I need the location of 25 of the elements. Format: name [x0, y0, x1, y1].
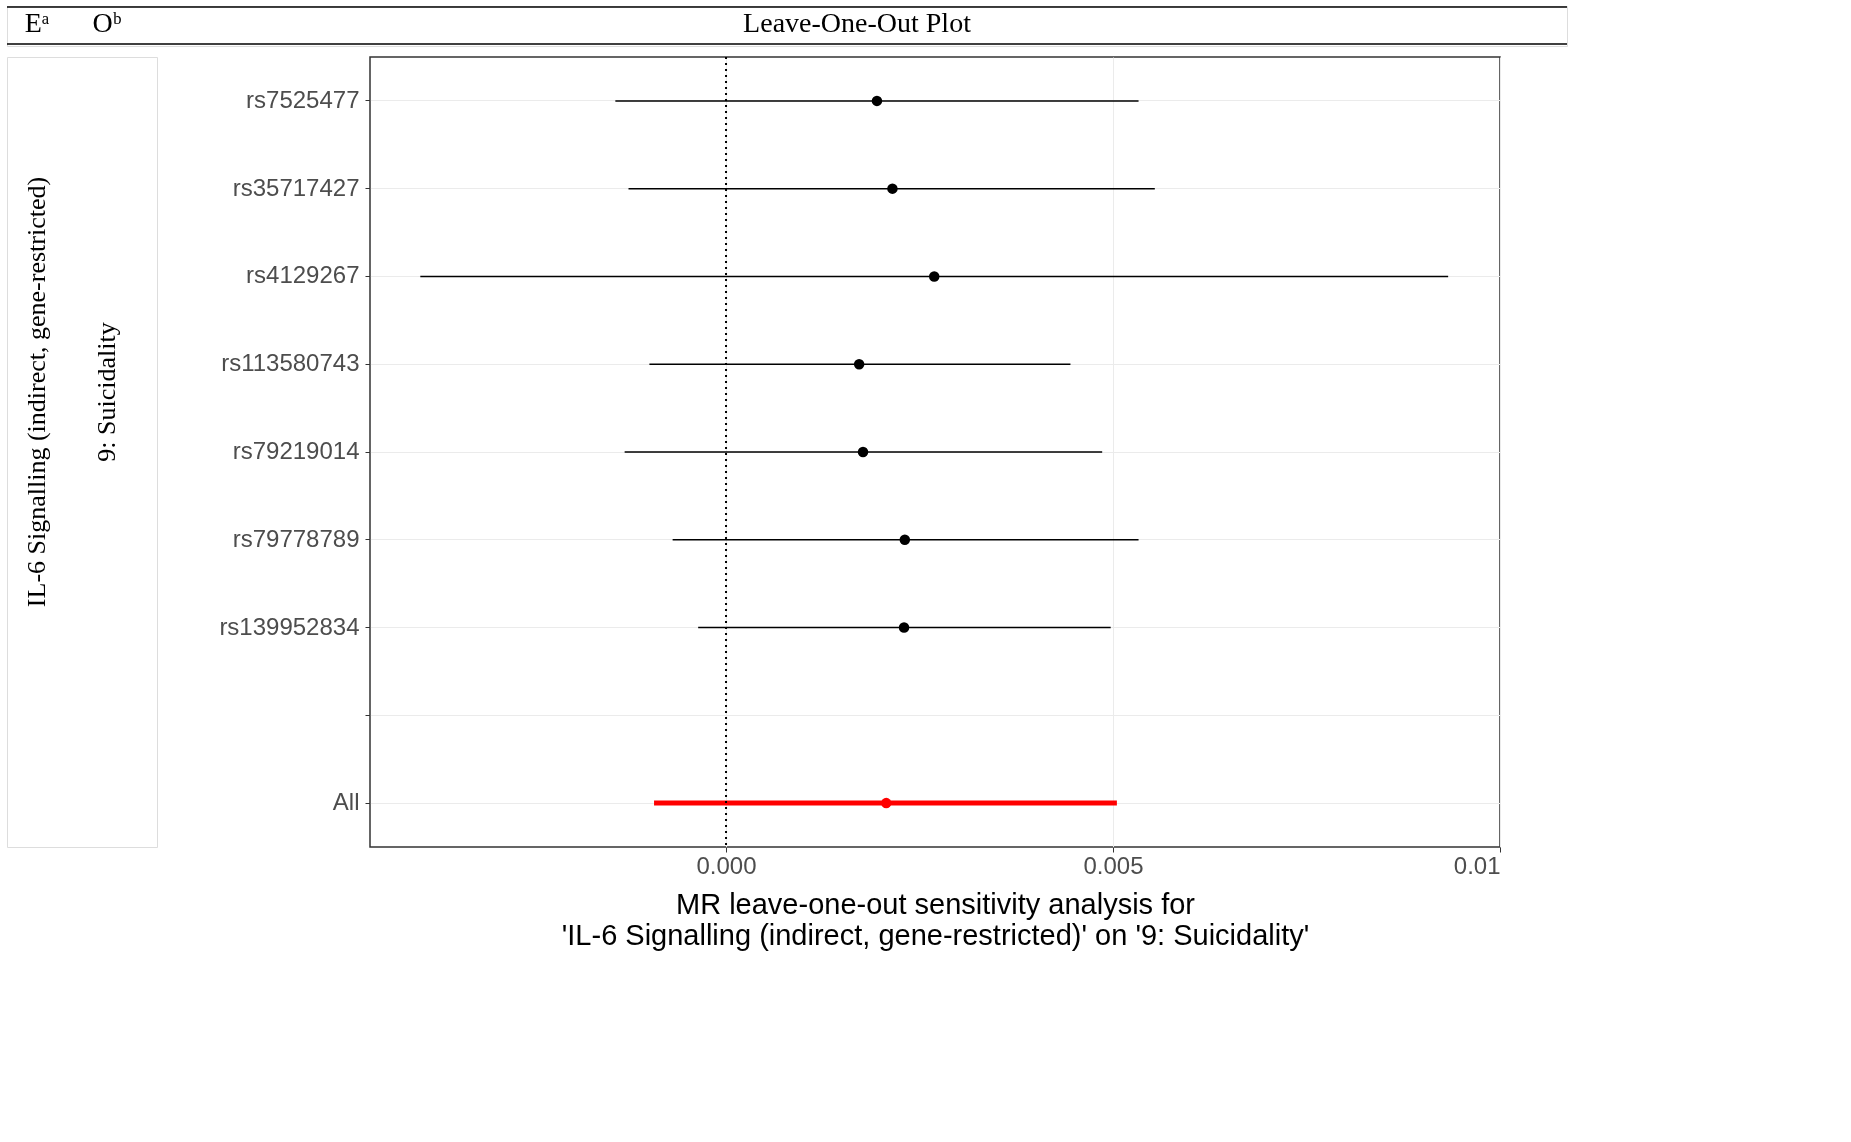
y-tick-label: rs7525477 — [246, 85, 360, 113]
point — [857, 446, 869, 458]
y-tick-label: rs79219014 — [232, 437, 360, 464]
y-tick-label: rs79778789 — [232, 524, 360, 552]
y-tick-label: rs113580743 — [221, 349, 360, 377]
x-tick-label: 0.01 — [1453, 851, 1501, 879]
text: Oᵇ — [92, 7, 122, 38]
y-tick-label: rs35717427 — [232, 173, 360, 201]
point — [898, 622, 910, 633]
point — [853, 358, 865, 370]
y-tick-label: All — [332, 788, 360, 816]
point — [899, 534, 911, 546]
text: IL-6 Signalling (indirect, gene-restricted) — [22, 176, 51, 608]
x-tick-label: 0.000 — [696, 851, 757, 879]
text: Eᵃ — [24, 7, 50, 38]
x-axis-title: MR leave-one-out sensitivity analysis for 'IL-6 Signalling (indirect, gene-restricted)' on '9: Suicidality' — [561, 887, 1310, 951]
y-tick-label: rs139952834 — [219, 612, 360, 640]
point — [871, 95, 883, 107]
point — [881, 797, 892, 809]
y-tick-label: rs4129267 — [246, 261, 360, 289]
chart-title: Leave-One-Out Plot — [743, 7, 972, 38]
x-tick-label: 0.005 — [1083, 851, 1144, 879]
text: 9: Suicidality — [92, 322, 121, 462]
point — [887, 183, 898, 194]
point — [928, 271, 940, 282]
